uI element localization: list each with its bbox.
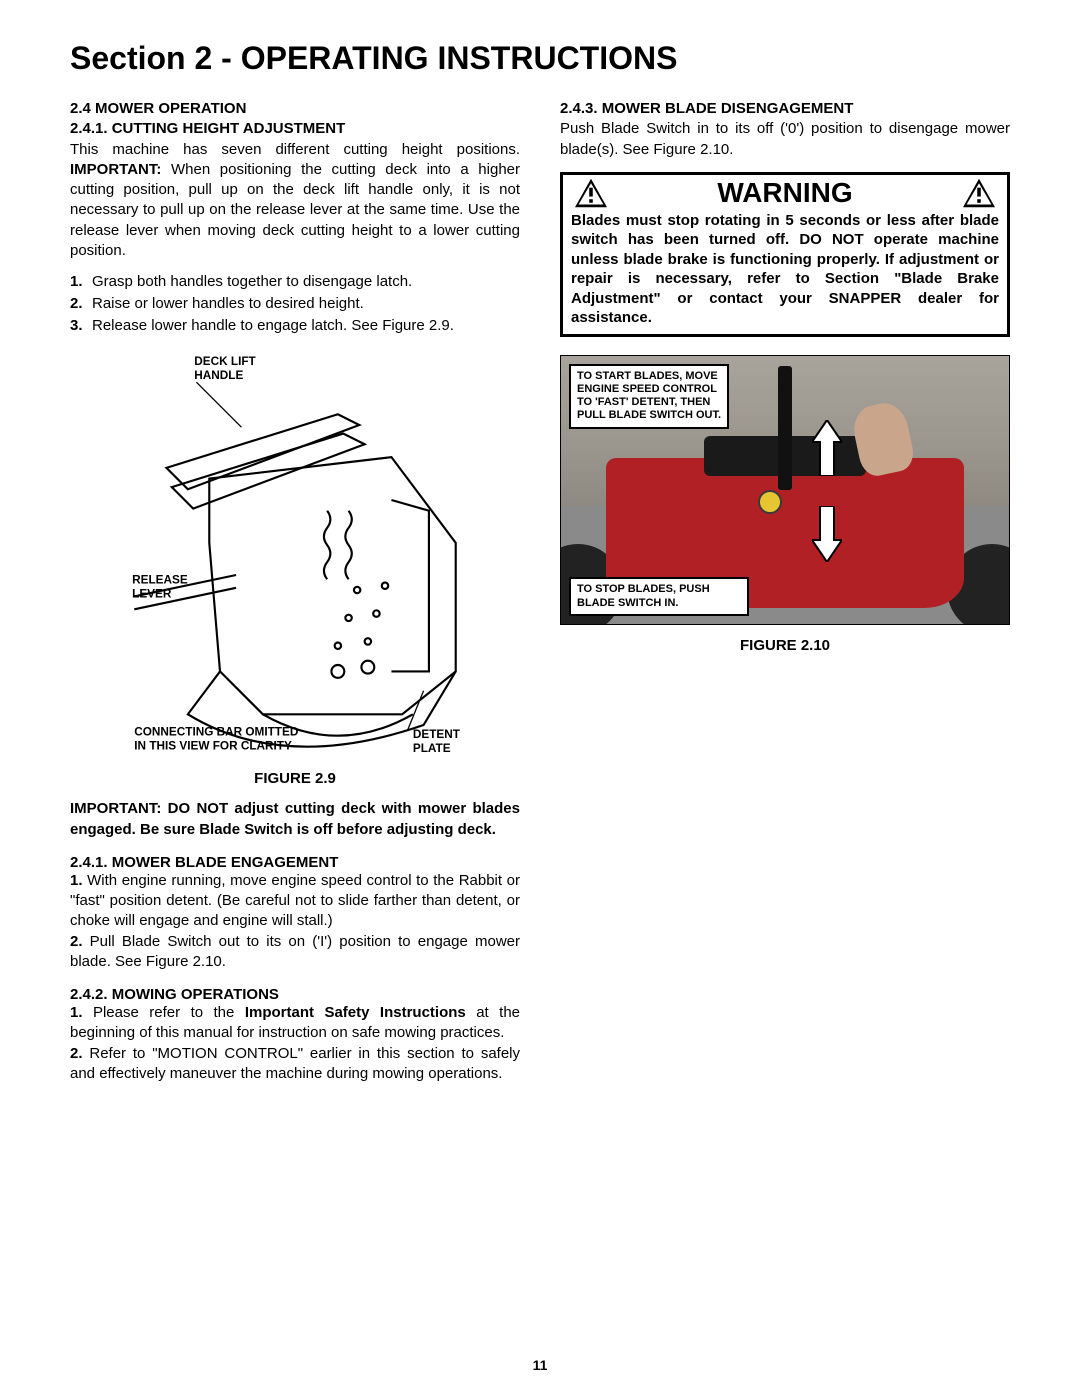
page-number: 11 — [0, 1357, 1080, 1373]
left-column: 2.4 MOWER OPERATION 2.4.1. CUTTING HEIGH… — [70, 99, 520, 1084]
label-release: RELEASE — [132, 574, 188, 587]
label-handle: HANDLE — [194, 369, 243, 382]
step-number: 1. — [70, 872, 83, 889]
label-conn1: CONNECTING BAR OMITTED — [134, 726, 298, 739]
callout-start-blades: TO START BLADES, MOVE ENGINE SPEED CONTR… — [569, 364, 729, 429]
section-2-4-heading: 2.4 MOWER OPERATION — [70, 99, 520, 119]
section-2-4-1-engagement-heading: 2.4.1. MOWER BLADE ENGAGEMENT — [70, 854, 520, 871]
warning-triangle-icon — [961, 177, 997, 209]
step-text: Grasp both handles together to disengage… — [92, 271, 520, 293]
intro-important-label: IMPORTANT: — [70, 161, 161, 178]
section-2-4-3-heading: 2.4.3. MOWER BLADE DISENGAGEMENT — [560, 99, 1010, 119]
step-number: 2. — [70, 1045, 83, 1062]
mowing-step-1: 1. Please refer to the Important Safety … — [70, 1003, 520, 1044]
section-2-4-2-heading: 2.4.2. MOWING OPERATIONS — [70, 986, 520, 1003]
section-2-4-1-heading: 2.4.1. CUTTING HEIGHT ADJUSTMENT — [70, 119, 520, 139]
deck-lift-diagram: DECK LIFT HANDLE RELEASE LEVER CONNECTIN… — [70, 350, 520, 757]
figure-2-10-caption: FIGURE 2.10 — [560, 637, 1010, 654]
step-row: 2. Raise or lower handles to desired hei… — [70, 293, 520, 315]
figure-2-10-photo: TO START BLADES, MOVE ENGINE SPEED CONTR… — [560, 355, 1010, 625]
two-column-layout: 2.4 MOWER OPERATION 2.4.1. CUTTING HEIGH… — [70, 99, 1010, 1084]
warning-box: WARNING Blades must stop rotating in 5 s… — [560, 172, 1010, 337]
step-text: Release lower handle to engage latch. Se… — [92, 315, 520, 337]
step-text: With engine running, move engine speed c… — [70, 872, 520, 930]
step-number: 2. — [70, 293, 92, 315]
step-text: Raise or lower handles to desired height… — [92, 293, 520, 315]
disengagement-text: Push Blade Switch in to its off ('0') po… — [560, 119, 1010, 160]
cutting-height-steps: 1. Grasp both handles together to diseng… — [70, 271, 520, 336]
right-column: 2.4.3. MOWER BLADE DISENGAGEMENT Push Bl… — [560, 99, 1010, 1084]
step-text-a: Please refer to the — [83, 1004, 245, 1021]
figure-2-9: DECK LIFT HANDLE RELEASE LEVER CONNECTIN… — [70, 350, 520, 762]
important-do-not-adjust: IMPORTANT: DO NOT adjust cutting deck wi… — [70, 799, 520, 840]
step-number: 3. — [70, 315, 92, 337]
warning-triangle-icon — [573, 177, 609, 209]
cutting-height-intro: This machine has seven different cutting… — [70, 140, 520, 262]
label-plate: PLATE — [413, 742, 451, 755]
mowing-step-2: 2. Refer to "MOTION CONTROL" earlier in … — [70, 1044, 520, 1085]
arrow-down-icon — [812, 506, 842, 562]
figure-2-9-caption: FIGURE 2.9 — [70, 770, 520, 787]
label-lever: LEVER — [132, 588, 172, 601]
label-deck-lift: DECK LIFT — [194, 355, 256, 368]
callout-stop-blades: TO STOP BLADES, PUSH BLADE SWITCH IN. — [569, 577, 749, 615]
warning-body: Blades must stop rotating in 5 seconds o… — [563, 211, 1007, 334]
step-number: 1. — [70, 271, 92, 293]
page-title: Section 2 - OPERATING INSTRUCTIONS — [70, 40, 1010, 77]
photo-blade-switch-knob — [758, 490, 782, 514]
engagement-step-1: 1. With engine running, move engine spee… — [70, 871, 520, 932]
step-text: Pull Blade Switch out to its on ('I') po… — [70, 933, 520, 970]
warning-title: WARNING — [609, 177, 961, 209]
warning-header: WARNING — [563, 175, 1007, 211]
step-number: 2. — [70, 933, 83, 950]
step-row: 1. Grasp both handles together to diseng… — [70, 271, 520, 293]
step-row: 3. Release lower handle to engage latch.… — [70, 315, 520, 337]
intro-pre: This machine has seven different cutting… — [70, 141, 520, 158]
label-conn2: IN THIS VIEW FOR CLARITY — [134, 740, 292, 753]
photo-speed-lever — [778, 366, 792, 489]
step-text: Refer to "MOTION CONTROL" earlier in thi… — [70, 1045, 520, 1082]
engagement-step-2: 2. Pull Blade Switch out to its on ('I')… — [70, 932, 520, 973]
step-number: 1. — [70, 1004, 83, 1021]
arrow-up-icon — [812, 420, 842, 476]
label-detent: DETENT — [413, 728, 461, 741]
important-safety-link: Important Safety Instructions — [245, 1004, 466, 1021]
